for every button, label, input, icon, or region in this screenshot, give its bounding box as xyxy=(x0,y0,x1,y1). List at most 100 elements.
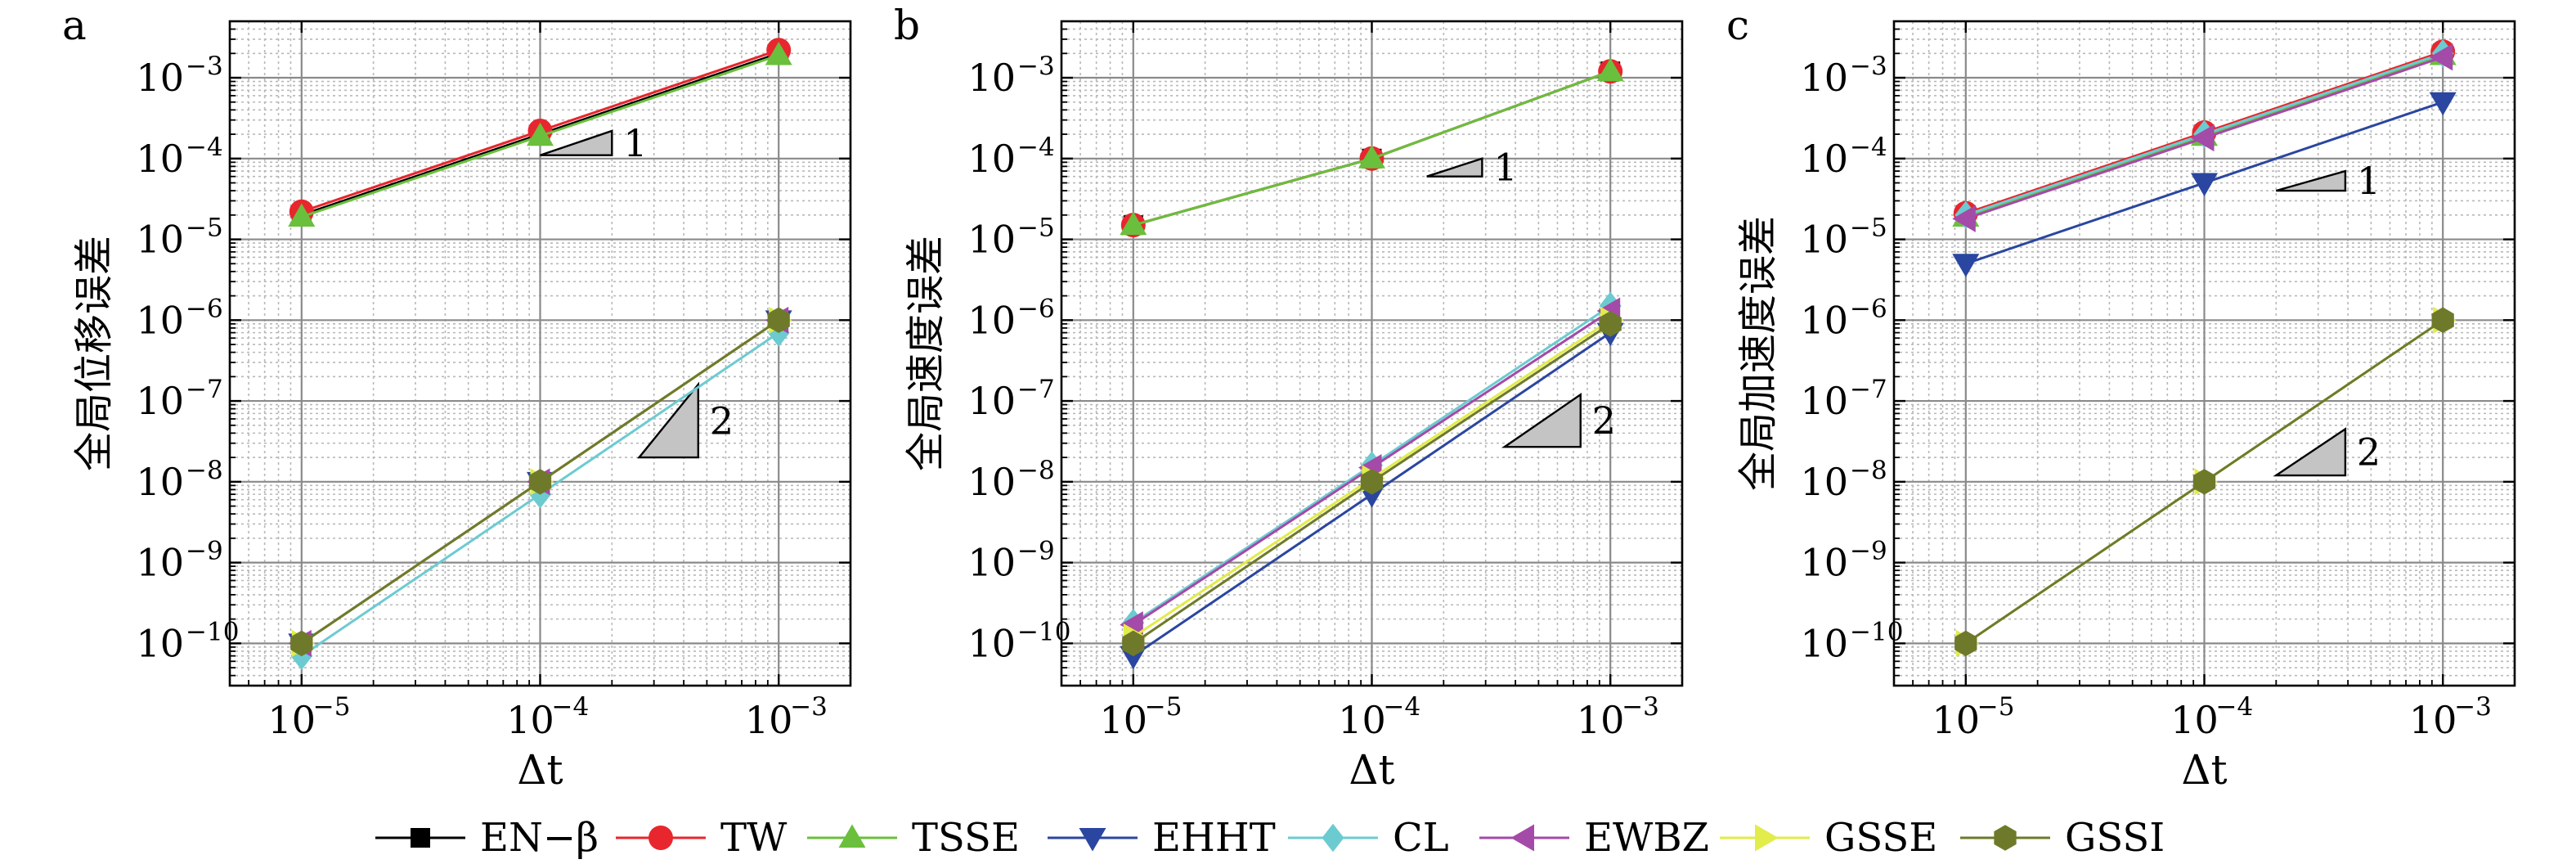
y-tick-label: 10 xyxy=(967,541,1016,585)
legend-item: EWBZ xyxy=(1479,815,1709,861)
x-tick-exponent: −5 xyxy=(1145,692,1183,722)
y-tick-label: 10 xyxy=(136,56,184,100)
data-point xyxy=(1120,211,1147,236)
y-tick-exponent: −7 xyxy=(186,375,223,404)
y-axis-label: 全局位移误差 xyxy=(71,236,117,471)
legend-item: GSSI xyxy=(1960,815,2165,861)
y-tick-exponent: −8 xyxy=(186,456,223,485)
y-tick-label: 10 xyxy=(967,298,1016,342)
legend: EN−β TW TSSE EHHT CL EWBZ GSSE GSSI xyxy=(375,815,2165,861)
slope-label: 2 xyxy=(710,399,734,443)
y-tick-exponent: −5 xyxy=(1017,214,1055,243)
y-tick-label: 10 xyxy=(1800,56,1848,100)
y-tick-label: 10 xyxy=(1800,218,1848,262)
y-tick-exponent: −7 xyxy=(1850,375,1887,404)
y-tick-label: 10 xyxy=(136,137,184,181)
x-tick-exponent: −3 xyxy=(2454,692,2492,722)
data-point xyxy=(1952,254,1980,277)
slope-triangle xyxy=(637,381,700,459)
x-tick-label: 10 xyxy=(268,698,316,742)
series-group xyxy=(1952,39,2457,657)
y-tick-exponent: −10 xyxy=(1850,617,1903,646)
x-tick-label: 10 xyxy=(2170,698,2219,742)
legend-label: GSSI xyxy=(2065,815,2165,861)
x-tick-label: 10 xyxy=(1338,698,1386,742)
legend-item: EN−β xyxy=(375,815,599,861)
y-tick-exponent: −3 xyxy=(186,52,223,81)
x-tick-exponent: −4 xyxy=(2216,692,2254,722)
x-tick-label: 10 xyxy=(1577,698,1625,742)
y-tick-label: 10 xyxy=(967,56,1016,100)
grid xyxy=(1894,21,2515,686)
data-point xyxy=(290,630,313,657)
legend-label: EWBZ xyxy=(1584,815,1709,861)
data-point xyxy=(1122,630,1145,657)
y-tick-exponent: −7 xyxy=(1017,375,1055,404)
legend-item: TW xyxy=(616,815,788,861)
x-tick-exponent: −3 xyxy=(790,692,828,722)
legend-label: CL xyxy=(1393,815,1449,861)
y-tick-exponent: −4 xyxy=(1017,133,1055,162)
y-tick-exponent: −6 xyxy=(1850,294,1887,323)
legend-label: EHHT xyxy=(1152,815,1276,861)
y-tick-label: 10 xyxy=(136,298,184,342)
slope-label: 2 xyxy=(1592,398,1616,443)
y-tick-label: 10 xyxy=(967,218,1016,262)
data-point xyxy=(527,122,554,146)
y-tick-exponent: −10 xyxy=(186,617,239,646)
legend-marker xyxy=(648,826,673,850)
legend-item: EHHT xyxy=(1048,815,1276,861)
panel-label: a xyxy=(62,2,87,49)
y-tick-exponent: −3 xyxy=(1850,52,1887,81)
y-tick-exponent: −3 xyxy=(1017,52,1055,81)
data-point xyxy=(2191,124,2215,152)
data-point xyxy=(288,203,316,227)
y-tick-exponent: −8 xyxy=(1017,456,1055,485)
grid xyxy=(1061,21,1682,686)
y-axis-label: 全局速度误差 xyxy=(903,236,949,471)
legend-marker xyxy=(1079,828,1106,852)
y-tick-label: 10 xyxy=(1800,137,1848,181)
x-tick-exponent: −3 xyxy=(1622,692,1659,722)
legend-marker xyxy=(838,824,866,848)
data-point xyxy=(767,307,790,334)
data-point xyxy=(1358,145,1385,169)
data-point xyxy=(2429,92,2457,116)
y-tick-label: 10 xyxy=(136,621,184,665)
series-group xyxy=(1120,57,1624,670)
legend-item: TSSE xyxy=(807,815,1020,861)
x-tick-exponent: −5 xyxy=(1977,692,2015,722)
legend-marker xyxy=(1994,825,2017,851)
y-tick-label: 10 xyxy=(136,218,184,262)
y-tick-label: 10 xyxy=(136,541,184,585)
slope-label: 1 xyxy=(2357,159,2381,203)
y-tick-exponent: −6 xyxy=(1017,294,1055,323)
panel-label: b xyxy=(894,2,920,49)
y-tick-label: 10 xyxy=(967,621,1016,665)
y-tick-exponent: −4 xyxy=(186,133,223,162)
y-tick-label: 10 xyxy=(967,137,1016,181)
y-tick-label: 10 xyxy=(967,379,1016,423)
slope-triangle xyxy=(1501,392,1582,448)
slope-triangle xyxy=(2275,169,2347,192)
legend-item: CL xyxy=(1288,815,1449,861)
data-point xyxy=(2192,469,2216,495)
x-axis-label: Δt xyxy=(1349,746,1394,794)
y-tick-exponent: −4 xyxy=(1850,133,1887,162)
y-tick-exponent: −8 xyxy=(1850,456,1887,485)
y-tick-label: 10 xyxy=(1800,541,1848,585)
legend-label: TSSE xyxy=(912,815,1020,861)
y-tick-exponent: −5 xyxy=(1850,214,1887,243)
data-point xyxy=(1952,205,1976,232)
y-tick-exponent: −9 xyxy=(1850,537,1887,566)
y-tick-exponent: −6 xyxy=(186,294,223,323)
series-group xyxy=(288,38,792,670)
y-tick-exponent: −9 xyxy=(1017,537,1055,566)
slope-label: 2 xyxy=(2357,430,2381,475)
x-axis-label: Δt xyxy=(2181,746,2227,794)
y-tick-label: 10 xyxy=(1800,379,1848,423)
